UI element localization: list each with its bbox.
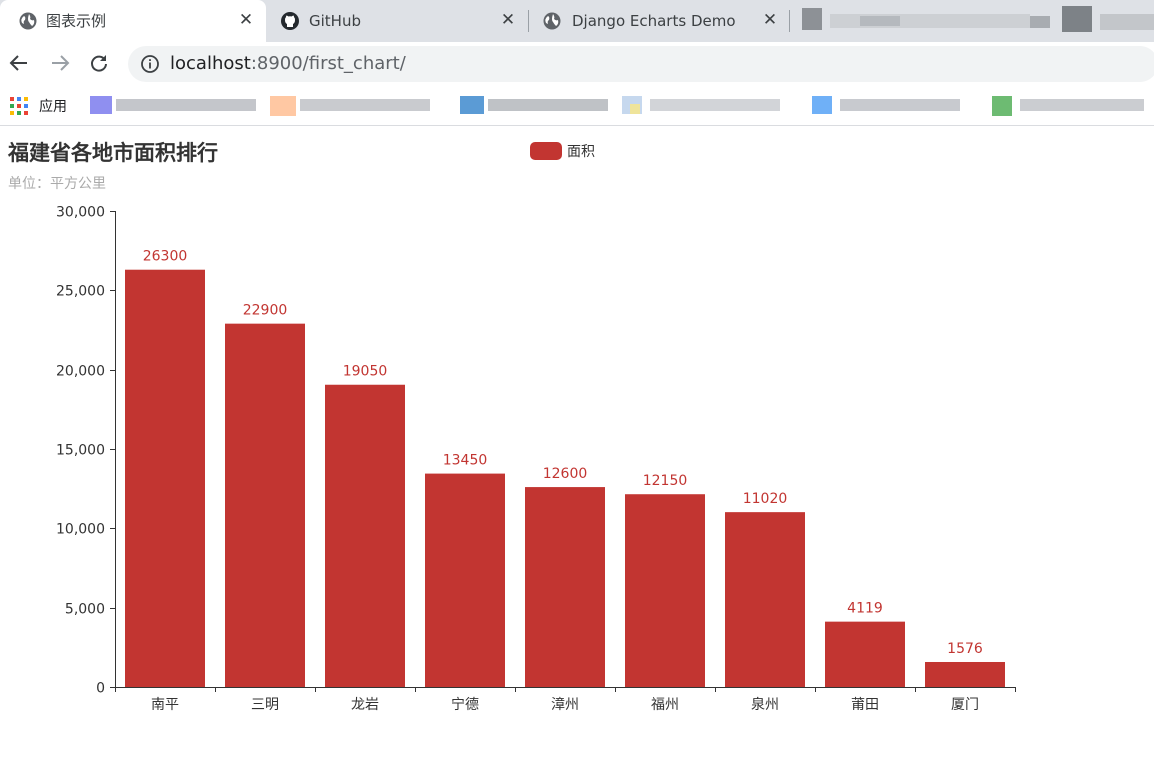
apps-label: 应用 (39, 99, 67, 115)
close-icon[interactable]: ✕ (238, 10, 254, 30)
tab-github[interactable]: GitHub ✕ (266, 0, 528, 42)
bar-9 (925, 661, 1005, 687)
globe-icon (543, 12, 561, 30)
chart-container: 福建省各地市面积排行 单位：平方公里 面积 0 5,000 10,000 15,000… (0, 127, 1154, 773)
chart-subtitle: 单位：平方公里 (8, 176, 106, 192)
blur-block (300, 99, 430, 111)
url-path: :8900/first_chart/ (250, 53, 406, 74)
data-label: 1576 (947, 641, 983, 657)
github-icon (281, 12, 299, 30)
bar-7 (725, 512, 805, 687)
blur-block (1100, 14, 1154, 30)
legend-label: 面积 (567, 144, 595, 160)
tab-separator (789, 10, 790, 32)
tab-strip: 图表示例 ✕ GitHub ✕ Django Echarts Demo ✕ (0, 0, 1154, 42)
bar-6 (625, 494, 705, 687)
back-button[interactable] (6, 50, 32, 76)
blur-block (802, 8, 822, 30)
tab-django-echarts-demo[interactable]: Django Echarts Demo ✕ (529, 0, 789, 42)
info-icon[interactable] (140, 54, 160, 74)
x-tick-label: 莆田 (851, 697, 879, 713)
globe-icon (19, 12, 37, 30)
url-host: localhost (170, 53, 251, 74)
y-tick-label: 20,000 (56, 364, 105, 380)
data-label: 19050 (343, 364, 388, 380)
tab-title: 图表示例 (46, 12, 107, 30)
bar-2 (225, 323, 305, 687)
bar-5 (525, 487, 605, 687)
y-tick-label: 25,000 (56, 284, 105, 300)
legend-swatch (530, 142, 562, 160)
arrow-right-icon (52, 55, 70, 71)
data-label: 11020 (743, 491, 788, 507)
x-tick-label: 三明 (251, 697, 279, 713)
close-icon[interactable]: ✕ (762, 10, 778, 30)
blurred-bookmarks[interactable] (90, 96, 1144, 118)
x-tick-label: 福州 (651, 697, 679, 713)
legend-item-area[interactable]: 面积 (530, 141, 595, 161)
arrow-left-icon (9, 55, 27, 71)
y-tick-label: 15,000 (56, 443, 105, 459)
tab-separator (528, 10, 529, 32)
blur-block (90, 96, 112, 114)
tab-title: Django Echarts Demo (572, 12, 736, 30)
blur-block (992, 96, 1012, 116)
reload-icon (91, 55, 107, 72)
bar-4 (425, 473, 505, 687)
data-label: 13450 (443, 453, 488, 469)
blur-block (1030, 16, 1050, 28)
blur-block (460, 96, 484, 114)
blur-block (270, 96, 296, 116)
reload-button[interactable] (86, 50, 112, 76)
close-icon[interactable]: ✕ (500, 10, 516, 30)
data-label: 4119 (847, 601, 883, 617)
apps-grid-icon (10, 97, 28, 115)
bar-3 (325, 384, 405, 687)
browser-toolbar: localhost:8900/first_chart/ (0, 42, 1154, 86)
data-label: 22900 (243, 303, 288, 319)
x-tick-label: 泉州 (751, 696, 779, 713)
x-tick-label: 龙岩 (351, 697, 379, 713)
apps-button[interactable]: 应用 (10, 95, 67, 117)
chart-title: 福建省各地市面积排行 (8, 141, 218, 165)
blur-block (1062, 6, 1092, 32)
data-label: 12600 (543, 466, 588, 482)
forward-button[interactable] (47, 50, 73, 76)
bar-8 (825, 621, 905, 687)
bar-chart: 0 5,000 10,000 15,000 20,000 25,000 30,000 2630… (56, 205, 1016, 713)
address-bar[interactable]: localhost:8900/first_chart/ (128, 46, 1154, 82)
y-tick-label: 0 (96, 681, 105, 697)
blur-block (650, 99, 780, 111)
x-tick-label: 宁德 (451, 696, 479, 713)
blur-block (630, 104, 640, 114)
blur-block (812, 96, 832, 114)
tab-title: GitHub (309, 12, 361, 30)
blur-block (860, 16, 900, 26)
url-text[interactable]: localhost:8900/first_chart/ (170, 53, 406, 75)
bar-1 (125, 269, 205, 687)
blur-block (116, 99, 256, 111)
bookmarks-bar: 应用 (0, 86, 1154, 126)
data-label: 12150 (643, 473, 688, 489)
blur-block (1020, 99, 1144, 111)
y-tick-label: 5,000 (65, 602, 105, 618)
y-tick-label: 30,000 (56, 205, 105, 221)
tab-chart-example[interactable]: 图表示例 ✕ (0, 0, 266, 42)
x-tick-label: 厦门 (951, 697, 979, 713)
y-tick-label: 10,000 (56, 522, 105, 538)
x-tick-label: 漳州 (551, 696, 579, 713)
data-label: 26300 (143, 249, 188, 265)
blurred-tab[interactable] (800, 6, 1154, 36)
blur-block (488, 99, 608, 111)
x-tick-label: 南平 (151, 697, 179, 713)
blur-block (840, 99, 960, 111)
